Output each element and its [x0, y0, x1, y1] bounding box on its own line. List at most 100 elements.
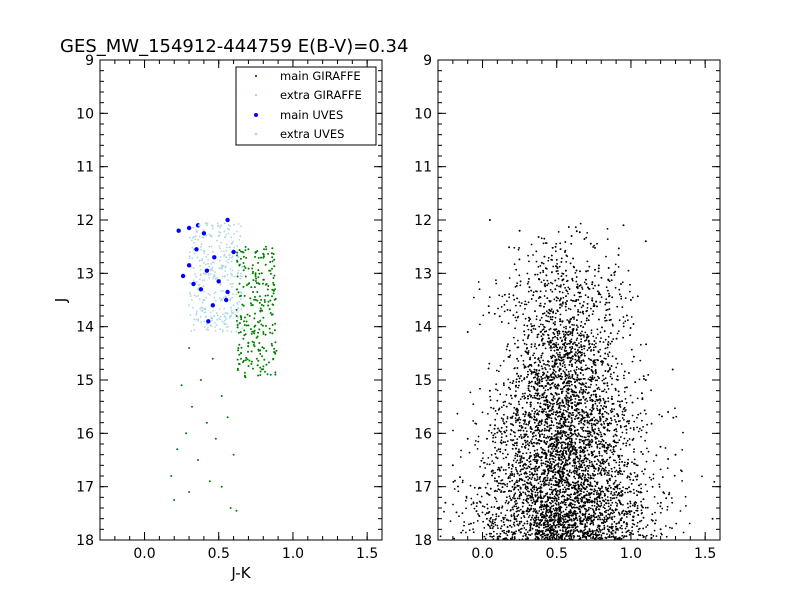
extra-giraffe-point: [221, 329, 224, 331]
field-star-point: [515, 311, 518, 314]
field-star-point: [558, 441, 561, 444]
field-star-point: [535, 510, 537, 513]
field-star-point: [458, 515, 460, 517]
extra-giraffe-point: [221, 275, 224, 278]
field-star-point: [553, 519, 556, 521]
field-star-point: [616, 537, 619, 540]
field-star-point: [579, 475, 581, 477]
field-star-point: [523, 415, 526, 418]
field-star-point: [538, 510, 541, 512]
main-giraffe-point: [266, 373, 269, 376]
field-star-point: [562, 510, 565, 513]
field-star-point: [541, 374, 544, 377]
main-giraffe-point: [263, 301, 266, 303]
field-star-point: [536, 388, 539, 391]
field-star-point: [525, 472, 528, 475]
extra-giraffe-point: [199, 274, 202, 277]
field-star-point: [515, 319, 518, 322]
field-star-point: [620, 363, 623, 365]
main-giraffe-point: [257, 321, 260, 324]
field-star-point: [638, 527, 641, 530]
field-star-point: [608, 474, 610, 477]
extra-giraffe-point: [194, 273, 196, 275]
field-star-point: [635, 509, 638, 512]
field-star-point: [472, 528, 474, 530]
field-star-point: [554, 490, 557, 492]
field-star-point: [533, 407, 535, 410]
field-star-point: [520, 517, 523, 519]
field-star-point: [577, 460, 579, 463]
extra-giraffe-point: [214, 271, 217, 273]
main-giraffe-point: [244, 245, 247, 248]
field-star-point: [535, 434, 537, 437]
field-star-point: [468, 523, 470, 526]
field-star-point: [528, 411, 531, 414]
field-star-point: [482, 520, 484, 523]
field-star-point: [565, 403, 568, 405]
main-giraffe-point: [254, 255, 257, 258]
field-star-point: [439, 535, 442, 538]
field-star-point: [659, 468, 662, 471]
field-star-point: [500, 525, 503, 527]
field-star-point: [646, 490, 649, 493]
field-star-point: [549, 327, 552, 330]
main-giraffe-point: [238, 353, 241, 356]
field-star-point: [618, 319, 621, 322]
extra-giraffe-point: [212, 269, 214, 272]
main-giraffe-point: [260, 323, 263, 326]
field-star-point: [612, 324, 614, 327]
field-star-point: [533, 421, 536, 424]
field-star-point: [552, 475, 555, 477]
main-giraffe-point: [260, 298, 263, 301]
main-giraffe-point: [244, 267, 247, 269]
field-star-point: [611, 323, 614, 326]
field-star-point: [616, 487, 619, 490]
extra-giraffe-point: [231, 269, 234, 272]
extra-giraffe-point: [197, 320, 200, 322]
field-star-point: [655, 519, 657, 522]
field-star-point: [603, 504, 606, 506]
field-star-point: [531, 495, 534, 498]
extra-giraffe-point: [219, 318, 222, 321]
field-star-point: [639, 412, 642, 415]
field-star-point: [580, 338, 583, 341]
main-giraffe-point: [273, 258, 276, 261]
extra-giraffe-point: [189, 295, 192, 297]
main-giraffe-point: [236, 369, 239, 372]
main-giraffe-point: [243, 265, 246, 268]
field-star-point: [523, 532, 526, 535]
field-star-point: [576, 332, 579, 334]
extra-giraffe-point: [231, 296, 233, 299]
field-star-point: [593, 488, 596, 491]
field-star-point: [544, 242, 547, 244]
field-star-point: [578, 494, 581, 496]
field-star-point: [542, 359, 544, 362]
field-star-point: [568, 427, 571, 430]
extra-giraffe-point: [220, 299, 223, 301]
main-giraffe-point: [271, 295, 273, 298]
main-giraffe-point: [250, 350, 253, 353]
main-giraffe-point: [254, 280, 257, 282]
field-star-point: [682, 531, 685, 534]
field-star-point: [573, 404, 576, 406]
field-star-point: [569, 377, 572, 379]
field-star-point: [637, 430, 640, 433]
field-star-point: [636, 525, 638, 527]
field-star-point: [580, 481, 583, 484]
field-star-point: [615, 378, 618, 381]
extra-giraffe-point: [230, 306, 233, 309]
field-star-point: [596, 493, 598, 496]
field-star-point: [564, 530, 567, 533]
field-star-point: [575, 471, 578, 474]
legend-label-extra-giraffe: extra GIRAFFE: [280, 88, 362, 102]
field-star-point: [604, 419, 607, 422]
field-star-point: [554, 312, 557, 315]
field-star-point: [552, 322, 555, 325]
field-star-point: [580, 447, 583, 450]
field-star-point: [506, 440, 509, 442]
main-giraffe-point: [259, 319, 262, 322]
field-star-point: [449, 520, 452, 522]
field-star-point: [605, 286, 608, 288]
extra-giraffe-point: [201, 301, 204, 304]
